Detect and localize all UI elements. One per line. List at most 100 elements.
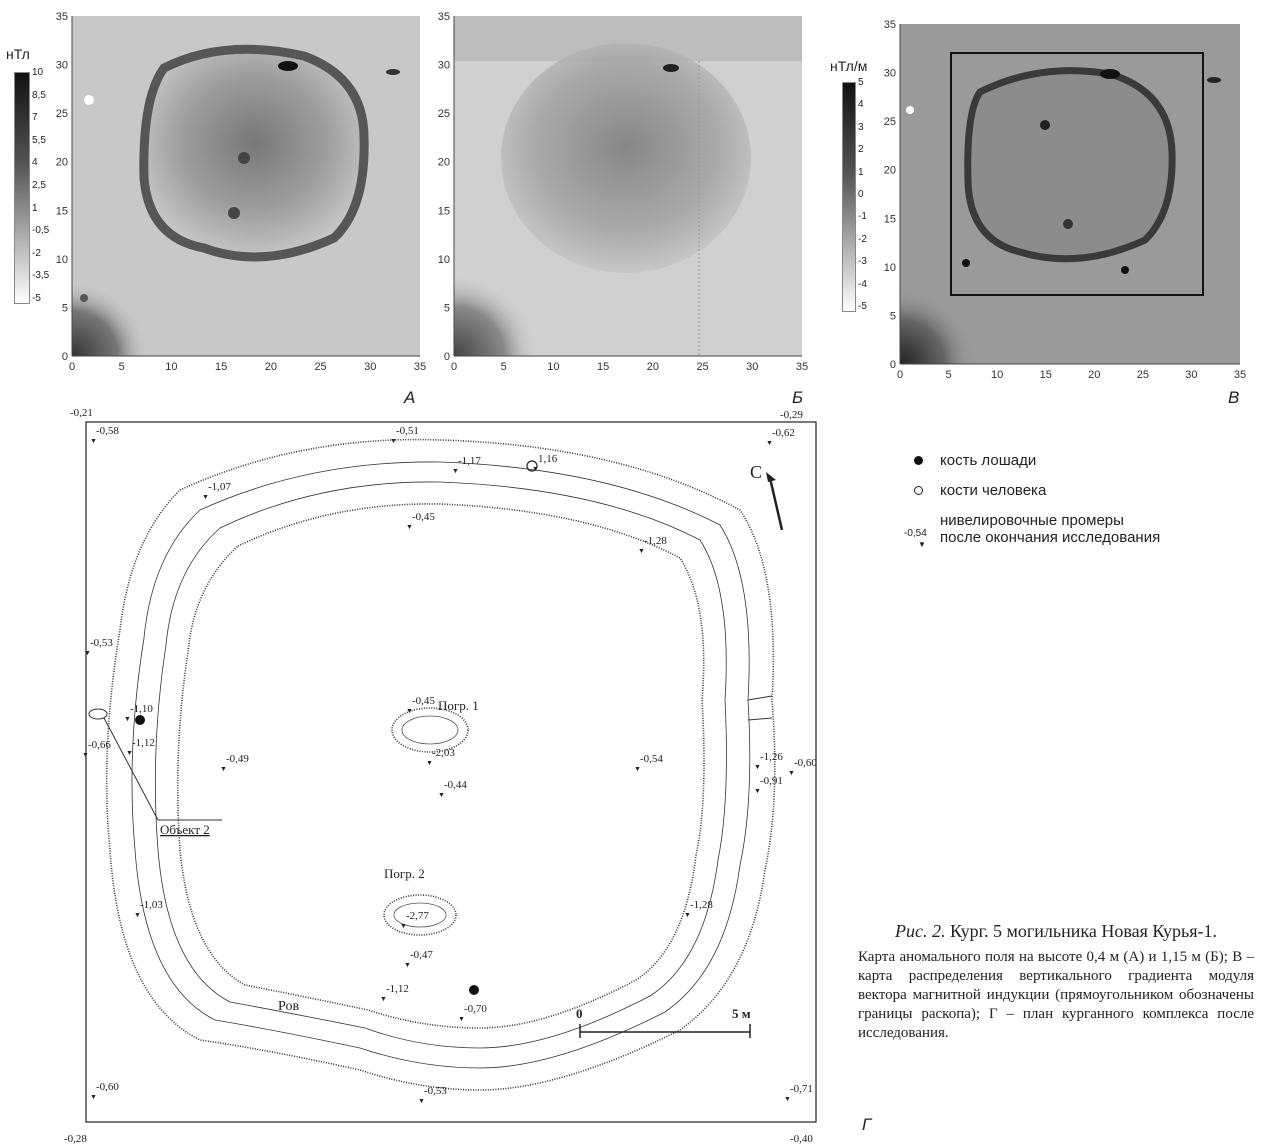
y-tick-label: 20 [438, 157, 450, 169]
elevation-marker: ▼ [202, 493, 209, 501]
svg-text:-0,29: -0,29 [780, 409, 803, 421]
figure-caption: Рис. 2. Кург. 5 могильника Новая Курья-1… [858, 920, 1254, 1043]
x-tick-label: 25 [314, 361, 326, 373]
y-tick-label: 0 [890, 359, 896, 371]
elevation-marker: ▼ [452, 467, 459, 475]
x-tick-label: 0 [69, 361, 75, 373]
x-tick-label: 25 [696, 361, 708, 373]
x-tick-label: 30 [746, 361, 758, 373]
colorbar-label: 1 [32, 202, 38, 214]
grave-1-outline [391, 707, 469, 753]
elevation-marker: ▼ [380, 995, 387, 1003]
x-tick-label: 25 [1137, 369, 1149, 381]
panel-v-colorbar [842, 82, 856, 312]
grave-2-label: Погр. 2 [384, 866, 425, 881]
elevation-marker: ▼ [400, 922, 407, 930]
y-tick-label: 35 [884, 19, 896, 31]
grave-1-label: Погр. 1 [438, 698, 479, 713]
y-tick-label: 5 [62, 302, 68, 314]
elevation-marker: ▼ [406, 707, 413, 715]
elevation-label: -0,51 [396, 425, 419, 437]
elevation-marker: ▼ [766, 439, 773, 447]
x-tick-label: 10 [547, 361, 559, 373]
panel-v-axis-ticks: 35 30 25 20 15 10 5 00 5 10 15 20 25 30 35 [884, 19, 1246, 381]
colorbar-label: 8,5 [32, 89, 46, 101]
y-tick-label: 15 [884, 213, 896, 225]
elevation-marker: ▼ [90, 1093, 97, 1101]
north-arrow [768, 477, 784, 531]
excavation-boundary-rect [950, 52, 1204, 296]
x-tick-label: 5 [501, 361, 507, 373]
elevation-label: -0,91 [760, 775, 783, 787]
elevation-marker: ▼ [532, 465, 539, 473]
x-tick-label: 10 [165, 361, 177, 373]
elevation-label: -1,03 [140, 899, 163, 911]
elevation-marker: ▼ [220, 765, 227, 773]
elevation-label: -2,03 [432, 747, 455, 759]
panel-v-letter: В [1228, 388, 1240, 407]
y-tick-label: 15 [438, 205, 450, 217]
elevation-marker: ▼ [438, 791, 445, 799]
elevation-label: -0,60 [794, 757, 817, 769]
y-tick-label: 10 [56, 254, 68, 266]
caption-title: Рис. 2. Кург. 5 могильника Новая Курья-1… [895, 921, 1217, 941]
y-tick-label: 5 [890, 310, 896, 322]
panel-b-axis-ticks: 35 30 25 20 15 10 5 00 5 10 15 20 25 30 35 [438, 11, 808, 373]
elevation-label: -0,54 [640, 753, 663, 765]
elevation-label: -0,53 [424, 1085, 447, 1097]
x-tick-label: 30 [364, 361, 376, 373]
y-tick-label: 15 [56, 205, 68, 217]
elevation-marker: ▼ [684, 911, 691, 919]
colorbar-label: 10 [32, 67, 44, 78]
panel-g-letter: Г [862, 1115, 872, 1134]
panel-v-ring-anomaly [964, 67, 1176, 263]
colorbar-label: 4 [858, 99, 864, 111]
colorbar-label: -3,5 [32, 270, 50, 282]
plan-elevation-points: -0,58▼-0,51▼-0,62▼-1,17▼1,16▼-1,07▼-0,45… [82, 425, 817, 1105]
colorbar-label: 1 [858, 166, 864, 178]
colorbar-label: 7 [32, 112, 38, 124]
panel-a-dipole [278, 61, 298, 71]
elevation-label: -0,60 [96, 1081, 119, 1093]
svg-text:-0,40: -0,40 [790, 1133, 813, 1145]
x-tick-label: 35 [1234, 369, 1246, 381]
human-bones-marker [526, 460, 538, 472]
elevation-marker: ▼ [634, 765, 641, 773]
colorbar-label: -1 [858, 211, 867, 223]
colorbar-label: 0 [858, 189, 864, 200]
x-tick-label: 15 [597, 361, 609, 373]
grave-2-outline [383, 894, 457, 936]
plan-frame [85, 421, 817, 1123]
colorbar-label: -5 [32, 293, 41, 304]
colorbar-label: 5,5 [32, 134, 46, 146]
elevation-label: -0,70 [464, 1003, 487, 1015]
panel-v-map: 35 30 25 20 15 10 5 0 0 5 10 15 20 25 30 35 [880, 12, 1260, 382]
x-tick-label: 35 [414, 361, 426, 373]
x-tick-label: 20 [1088, 369, 1100, 381]
y-tick-label: 25 [884, 116, 896, 128]
elevation-label: -1,26 [760, 751, 783, 763]
x-tick-label: 5 [946, 369, 952, 381]
elevation-marker: ▼ [126, 749, 133, 757]
elevation-label: -0,47 [410, 949, 433, 961]
elevation-marker: ▼ [124, 715, 131, 723]
y-tick-label: 30 [438, 60, 450, 72]
x-tick-label: 15 [1040, 369, 1052, 381]
y-tick-label: 25 [438, 108, 450, 120]
colorbar-label: -2 [32, 247, 41, 259]
legend-leveling-sample: -0,54 [904, 528, 927, 539]
elevation-label: -0,66 [88, 739, 111, 751]
y-tick-label: 30 [56, 60, 68, 72]
panel-a-map: 35 30 25 20 15 10 5 0 0 5 10 15 20 25 30 35 [54, 8, 434, 378]
elevation-label: -0,62 [772, 427, 795, 439]
svg-text:-0,28: -0,28 [64, 1133, 87, 1145]
elevation-label: -0,58 [96, 425, 119, 437]
panel-v-unit: нТл/м [830, 58, 868, 74]
y-tick-label: 35 [438, 11, 450, 23]
elevation-marker: ▼ [458, 1015, 465, 1023]
elevation-label: -0,45 [412, 511, 435, 523]
triangle-down-icon: ▼ [918, 540, 926, 549]
y-tick-label: 10 [438, 254, 450, 266]
colorbar-label: -4 [858, 278, 867, 290]
y-tick-label: 35 [56, 11, 68, 23]
